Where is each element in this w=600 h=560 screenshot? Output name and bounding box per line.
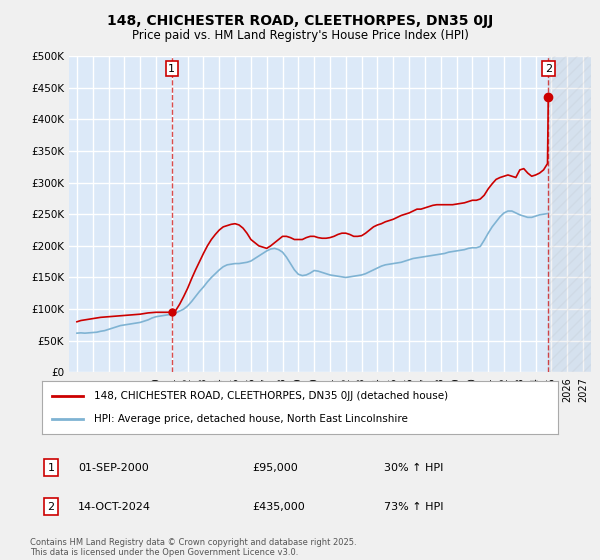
Text: 1: 1: [47, 463, 55, 473]
Text: 73% ↑ HPI: 73% ↑ HPI: [384, 502, 443, 512]
Text: 1: 1: [169, 64, 175, 74]
Bar: [548, 56, 591, 372]
Text: £95,000: £95,000: [252, 463, 298, 473]
Text: £435,000: £435,000: [252, 502, 305, 512]
Text: 148, CHICHESTER ROAD, CLEETHORPES, DN35 0JJ: 148, CHICHESTER ROAD, CLEETHORPES, DN35 …: [107, 14, 493, 28]
Text: 148, CHICHESTER ROAD, CLEETHORPES, DN35 0JJ (detached house): 148, CHICHESTER ROAD, CLEETHORPES, DN35 …: [94, 391, 448, 401]
Text: Price paid vs. HM Land Registry's House Price Index (HPI): Price paid vs. HM Land Registry's House …: [131, 29, 469, 42]
Text: 14-OCT-2024: 14-OCT-2024: [78, 502, 151, 512]
Text: 2: 2: [545, 64, 552, 74]
Text: 01-SEP-2000: 01-SEP-2000: [78, 463, 149, 473]
Text: 30% ↑ HPI: 30% ↑ HPI: [384, 463, 443, 473]
Text: HPI: Average price, detached house, North East Lincolnshire: HPI: Average price, detached house, Nort…: [94, 414, 407, 424]
Text: 2: 2: [47, 502, 55, 512]
Text: Contains HM Land Registry data © Crown copyright and database right 2025.
This d: Contains HM Land Registry data © Crown c…: [30, 538, 356, 557]
